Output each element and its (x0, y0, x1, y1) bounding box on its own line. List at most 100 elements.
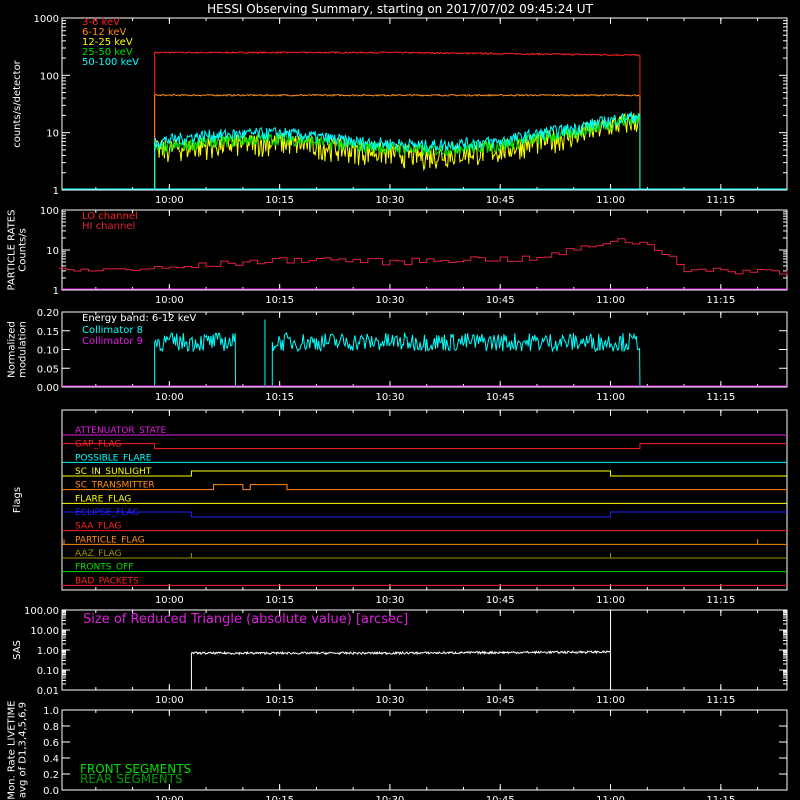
livetime-ytick-label: 0.8 (43, 722, 59, 733)
livetime-xtick-label: 10:45 (486, 795, 515, 800)
livetime-ytick-label: 0.6 (43, 738, 59, 749)
flag-label: BAD_PACKETS (75, 576, 139, 586)
livetime-ylabel: Mon. Rate LIVETIME (7, 700, 18, 799)
rates-series-line (154, 93, 640, 97)
modulation-legend-entry: Collimator 9 (82, 336, 143, 347)
flag-label: ECLIPSE_FLAG (75, 508, 139, 518)
flag-label: FLARE_FLAG (75, 494, 131, 504)
rates-legend-entry: 25-50 keV (82, 47, 133, 58)
flag-label: POSSIBLE_FLARE (75, 453, 152, 463)
particle-ylabel: Counts/s (18, 228, 29, 272)
rates-series-line (154, 111, 640, 153)
flags-xtick-label: 10:15 (265, 595, 294, 606)
sas-xtick-label: 11:00 (596, 695, 625, 706)
modulation-ytick-label: 0.05 (37, 364, 59, 375)
sas-ylabel: SAS (12, 640, 23, 660)
particle-xtick-label: 10:45 (486, 295, 515, 306)
flags-frame (61, 409, 788, 591)
sas-ytick-label: 10.00 (30, 626, 59, 637)
flag-label: AAZ_FLAG (75, 549, 122, 559)
flags-xtick-label: 10:00 (155, 595, 184, 606)
rates-legend-entry: 3-6 keV (82, 17, 120, 28)
sas-annotation: Size of Reduced Triangle (absolute value… (83, 612, 408, 627)
flag-label: FRONTS_OFF (75, 563, 133, 573)
flags-ylabel: Flags (12, 487, 23, 513)
livetime-ytick-label: 1.0 (43, 706, 59, 717)
sas-xtick-label: 10:45 (486, 695, 515, 706)
particle-panel: 10:00 10:15 10:30 10:45 11:00 11:15 1 10 100 LO c… (40, 206, 788, 306)
figure-title: HESSI Observing Summary, starting on 201… (207, 2, 593, 16)
flag-label: PARTICLE_FLAG (75, 535, 145, 545)
rates-legend-entry: 12-25 keV (82, 37, 133, 48)
livetime-legend-entry: FRONT SEGMENTS (80, 762, 191, 776)
rates-ytick-label: 100 (40, 71, 59, 82)
modulation-energy-label: Energy band: 6-12 keV (82, 313, 196, 324)
modulation-xtick-label: 11:15 (706, 392, 735, 403)
livetime-xtick-label: 10:30 (376, 795, 405, 800)
rates-ytick-label: 1000 (34, 14, 59, 25)
sas-ytick-label: 0.01 (37, 686, 59, 697)
sas-ytick-label: 0.10 (37, 666, 59, 677)
sas-series-line (190, 649, 611, 656)
rates-legend-entry: 6-12 keV (82, 27, 126, 38)
rates-xtick-label: 10:15 (265, 195, 294, 206)
flag-line (62, 484, 787, 491)
livetime-ytick-label: 0.4 (43, 754, 59, 765)
modulation-ylabel: modulation (18, 321, 29, 378)
particle-hi-line (59, 238, 788, 275)
particle-xtick-label: 11:00 (596, 295, 625, 306)
modulation-ytick-label: 0.10 (37, 346, 59, 357)
flag-label: GAP_FLAG (75, 440, 121, 450)
livetime-xtick-label: 10:15 (265, 795, 294, 800)
flags-xtick-label: 11:00 (596, 595, 625, 606)
livetime-ylabel: avg of D1,3,4,5,6,9 (18, 702, 29, 798)
rates-xtick-label: 10:45 (486, 195, 515, 206)
particle-legend-entry: HI channel (82, 221, 135, 232)
flag-label: SC_IN_SUNLIGHT (75, 467, 152, 477)
flags-panel: 10:00 10:15 10:30 10:45 11:00 11:15 ATTENUATOR… (61, 409, 788, 606)
modulation-ytick-label: 0.00 (37, 383, 59, 394)
rates-series-line (154, 50, 640, 57)
rates-legend-entry: 50-100 keV (82, 57, 139, 68)
sas-ytick-label: 100.00 (24, 606, 59, 617)
rates-xtick-label: 11:15 (706, 195, 735, 206)
flag-line (62, 470, 787, 477)
particle-ytick-label: 100 (40, 206, 59, 217)
modulation-ytick-label: 0.15 (37, 327, 59, 338)
flag-label: ATTENUATOR_STATE (75, 426, 167, 436)
livetime-ytick-label: 0.2 (43, 770, 59, 781)
modulation-xtick-label: 10:30 (376, 392, 405, 403)
particle-xtick-label: 10:00 (155, 295, 184, 306)
flags-xtick-label: 10:45 (486, 595, 515, 606)
livetime-xtick-label: 11:15 (706, 795, 735, 800)
sas-xtick-label: 11:15 (706, 695, 735, 706)
particle-ytick-label: 1 (53, 286, 59, 297)
modulation-collimator8-line (154, 332, 641, 388)
sas-xtick-label: 10:15 (265, 695, 294, 706)
modulation-xtick-label: 10:15 (265, 392, 294, 403)
modulation-xtick-label: 10:00 (155, 392, 184, 403)
particle-legend-entry: LO channel (82, 211, 138, 222)
rates-xtick-label: 11:00 (596, 195, 625, 206)
rates-ytick-label: 10 (46, 129, 59, 140)
livetime-legend-entry: REAR SEGMENTS (80, 772, 183, 786)
particle-xtick-label: 10:15 (265, 295, 294, 306)
flag-line (62, 511, 787, 518)
sas-xtick-label: 10:00 (155, 695, 184, 706)
rates-xtick-label: 10:30 (376, 195, 405, 206)
rates-panel: 10:00 10:15 10:30 10:45 11:00 11:15 1 10 100 1000… (34, 14, 788, 206)
flag-line (62, 443, 787, 450)
particle-ytick-label: 10 (46, 246, 59, 257)
flags-xtick-label: 10:30 (376, 595, 405, 606)
modulation-ytick-label: 0.20 (37, 308, 59, 319)
sas-ytick-label: 1.00 (37, 646, 59, 657)
livetime-xtick-label: 10:00 (155, 795, 184, 800)
particle-ylabel: PARTICLE RATES (7, 210, 18, 291)
modulation-ylabel: Normalized (7, 321, 18, 378)
particle-frame (61, 209, 788, 291)
rates-frame (61, 17, 788, 191)
flag-label: SC_TRANSMITTER (75, 481, 155, 491)
flags-xtick-label: 11:15 (706, 595, 735, 606)
livetime-frame (61, 709, 788, 791)
